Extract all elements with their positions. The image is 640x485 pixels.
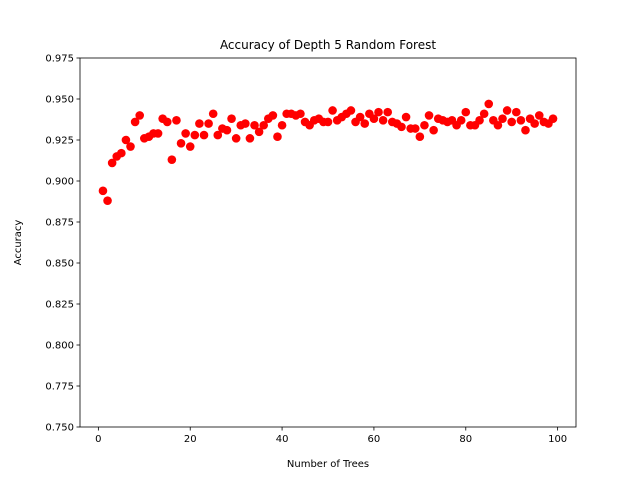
data-point <box>383 107 393 117</box>
data-point <box>355 112 365 122</box>
x-tick-label: 60 <box>368 434 381 445</box>
data-point <box>126 142 135 151</box>
data-point <box>195 119 204 128</box>
y-tick-label: 0.775 <box>45 382 74 393</box>
y-tick-label: 0.850 <box>45 259 74 270</box>
data-point <box>250 120 259 130</box>
data-point <box>185 142 195 151</box>
data-point <box>227 114 236 123</box>
data-point <box>534 111 544 120</box>
y-axis-ticks: 0.750 0.775 0.800 0.825 0.850 0.875 0.900 0.925… <box>45 54 80 434</box>
data-point <box>346 106 356 115</box>
data-point <box>502 106 512 115</box>
data-point <box>153 129 163 138</box>
data-point <box>548 114 558 123</box>
data-point <box>360 119 370 128</box>
y-tick-label: 0.825 <box>45 300 74 311</box>
data-point <box>190 130 200 140</box>
data-point <box>103 196 112 205</box>
data-point <box>208 109 218 119</box>
data-point <box>199 130 209 140</box>
data-point <box>98 186 108 196</box>
data-point <box>493 120 503 130</box>
data-point <box>475 116 484 125</box>
y-tick-label: 0.750 <box>45 423 74 434</box>
data-point <box>121 135 131 145</box>
data-point <box>241 119 250 128</box>
data-point <box>369 114 379 123</box>
x-tick-label: 40 <box>276 434 289 445</box>
y-tick-label: 0.800 <box>45 341 74 352</box>
data-point <box>328 106 337 115</box>
data-point <box>254 127 264 137</box>
data-point <box>507 117 517 127</box>
data-point <box>222 125 232 135</box>
x-tick-label: 0 <box>95 434 101 445</box>
plot-frame <box>79 57 577 428</box>
data-point <box>167 155 177 164</box>
data-point <box>231 134 241 143</box>
data-point <box>162 117 172 127</box>
data-point <box>378 116 388 125</box>
data-point <box>296 109 305 119</box>
y-tick-label: 0.975 <box>45 54 74 65</box>
data-point <box>479 109 489 119</box>
data-point <box>172 116 181 125</box>
y-tick-label: 0.875 <box>45 218 74 229</box>
data-point <box>401 112 411 122</box>
data-point <box>498 114 507 123</box>
data-point <box>415 132 425 142</box>
data-point <box>410 124 420 133</box>
data-point <box>424 111 434 120</box>
data-point <box>130 117 140 127</box>
x-tick-label: 20 <box>184 434 197 445</box>
y-tick-label: 0.900 <box>45 177 74 188</box>
data-point <box>511 107 521 117</box>
data-point <box>107 158 117 168</box>
data-point <box>397 122 406 132</box>
data-points <box>98 99 558 205</box>
x-axis-label: Number of Trees <box>287 459 369 470</box>
data-point <box>268 111 278 120</box>
data-point <box>176 138 186 148</box>
x-tick-label: 100 <box>548 434 567 445</box>
data-point <box>135 111 145 120</box>
data-point <box>181 129 190 138</box>
data-point <box>204 119 213 128</box>
data-point <box>516 116 526 125</box>
data-point <box>521 125 530 135</box>
y-tick-label: 0.950 <box>45 95 74 106</box>
data-point <box>374 107 383 117</box>
data-point <box>245 134 255 143</box>
data-point <box>117 148 126 158</box>
x-axis-ticks: 0 20 40 60 80 100 <box>95 427 567 445</box>
data-point <box>273 132 282 142</box>
data-point <box>323 117 333 127</box>
data-point <box>456 116 466 125</box>
chart-title: Accuracy of Depth 5 Random Forest <box>220 38 436 52</box>
x-tick-label: 80 <box>459 434 472 445</box>
data-point <box>484 99 494 109</box>
data-point <box>277 120 287 130</box>
data-point <box>461 107 471 117</box>
data-point <box>213 130 223 140</box>
y-axis-label: Accuracy <box>13 220 24 266</box>
y-tick-label: 0.925 <box>45 136 74 147</box>
data-point <box>530 119 539 128</box>
data-point <box>259 120 269 130</box>
data-point <box>420 120 429 130</box>
data-point <box>429 125 438 135</box>
